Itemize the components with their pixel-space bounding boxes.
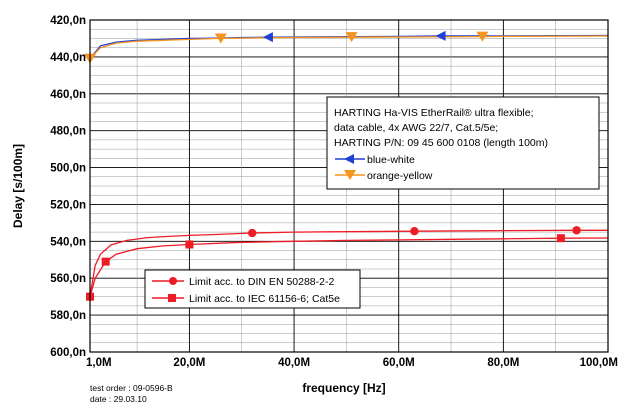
din-limit-marker bbox=[248, 228, 257, 238]
legend-marker-blue-white bbox=[344, 154, 354, 164]
cable-info-line-3: HARTING P/N: 09 45 600 0108 (length 100m… bbox=[334, 137, 548, 149]
iec-limit-marker bbox=[556, 234, 565, 243]
y-axis-label: Delay [s/100m] bbox=[11, 144, 25, 228]
y-tick-label: 440,0n bbox=[50, 52, 86, 64]
legend-marker-iec-limit bbox=[168, 294, 176, 302]
cable-legend-box: HARTING Ha-VIS EtherRail® ultra flexible… bbox=[326, 96, 600, 190]
limit-legend-box: Limit acc. to DIN EN 50288-2-2 Limit acc… bbox=[144, 269, 361, 309]
y-tick-label: 460,0n bbox=[50, 89, 86, 101]
legend-label-din-limit: Limit acc. to DIN EN 50288-2-2 bbox=[189, 276, 334, 288]
tick-labels: 420,0n 440,0n 460,0n 480,0n 500,0n 520,0n 540,… bbox=[50, 15, 618, 369]
y-tick-label: 480,0n bbox=[50, 126, 86, 138]
legend-label-iec-limit: Limit acc. to IEC 61156-6; Cat5e bbox=[189, 293, 340, 305]
din-limit-marker bbox=[572, 226, 581, 235]
x-tick-label: 80,0M bbox=[487, 357, 519, 369]
legend-label-orange-yellow: orange-yellow bbox=[367, 170, 433, 182]
y-tick-label: 600,0n bbox=[50, 347, 86, 359]
legend-entry-orange-yellow: orange-yellow bbox=[335, 170, 433, 182]
legend-marker-orange-yellow bbox=[344, 170, 356, 180]
footnote-date: date : 29.03.10 bbox=[90, 394, 147, 404]
x-tick-label: 40,0M bbox=[278, 357, 310, 369]
y-tick-label: 420,0n bbox=[50, 15, 86, 27]
orange-yellow-marker bbox=[214, 33, 227, 44]
din-limit-marker bbox=[410, 226, 419, 236]
x-tick-label: 60,0M bbox=[383, 357, 415, 369]
iec-limit-marker bbox=[185, 240, 194, 249]
legend-label-blue-white: blue-white bbox=[367, 154, 415, 166]
iec-limit-marker bbox=[101, 257, 110, 266]
x-tick-label: 20,0M bbox=[173, 357, 205, 369]
legend-entry-iec-limit: Limit acc. to IEC 61156-6; Cat5e bbox=[152, 293, 340, 305]
legend-entry-blue-white: blue-white bbox=[335, 154, 415, 166]
din-limit-line bbox=[89, 229, 608, 297]
plot-area-frame bbox=[89, 19, 609, 353]
orange-yellow-marker bbox=[476, 31, 489, 42]
y-tick-label: 520,0n bbox=[50, 199, 86, 211]
legend-entry-din-limit: Limit acc. to DIN EN 50288-2-2 bbox=[152, 276, 334, 288]
cable-info-line-2: data cable, 4x AWG 22/7, Cat.5/5e; bbox=[334, 122, 498, 134]
blue-white-line bbox=[89, 34, 609, 60]
blue-white-marker bbox=[262, 32, 273, 43]
x-tick-label: 100,0M bbox=[580, 357, 618, 369]
orange-yellow-line bbox=[89, 35, 609, 60]
x-tick-label: 1,0M bbox=[86, 357, 112, 369]
cable-info-line-1: HARTING Ha-VIS EtherRail® ultra flexible… bbox=[334, 107, 534, 119]
y-tick-label: 500,0n bbox=[50, 163, 86, 175]
footnote-test-order: test order : 09-0596-B bbox=[90, 383, 173, 393]
blue-white-marker bbox=[435, 30, 446, 41]
y-tick-label: 580,0n bbox=[50, 310, 86, 322]
orange-yellow-marker bbox=[345, 32, 358, 43]
x-axis-label: frequency [Hz] bbox=[302, 381, 385, 395]
y-tick-label: 560,0n bbox=[50, 273, 86, 285]
y-tick-label: 540,0n bbox=[50, 236, 86, 248]
legend-marker-din-limit bbox=[169, 277, 177, 285]
